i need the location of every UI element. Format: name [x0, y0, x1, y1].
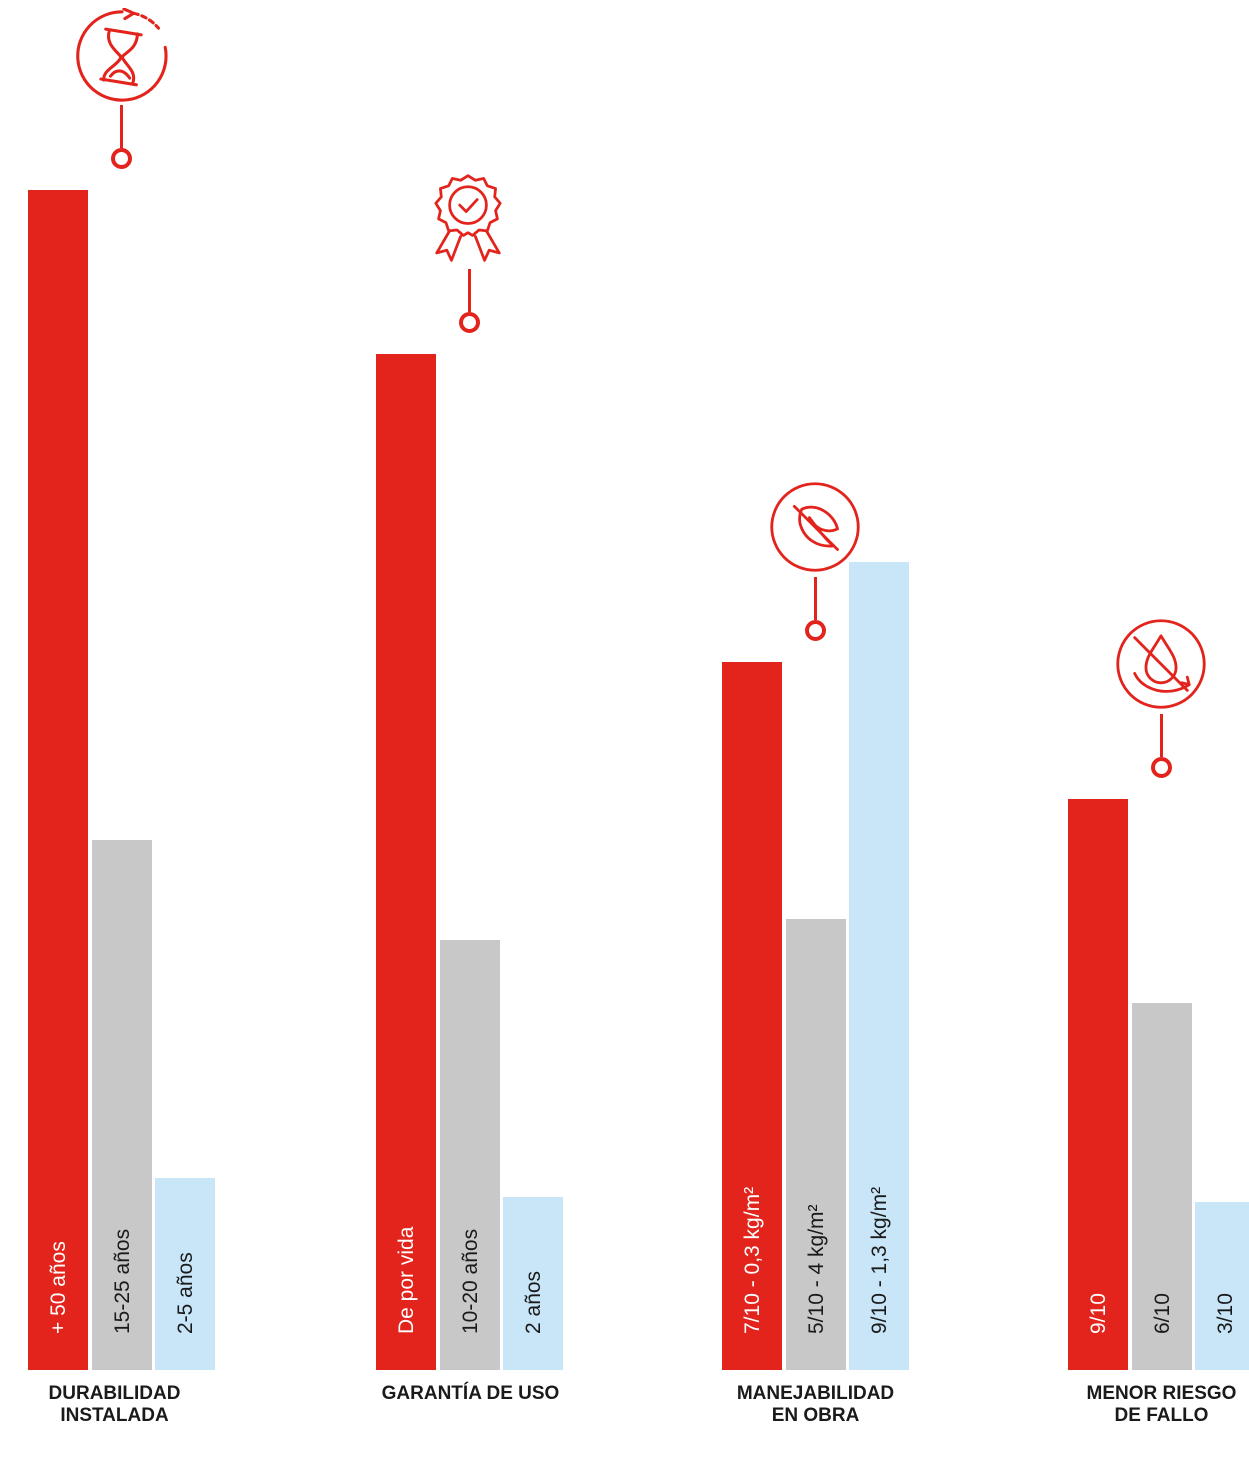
bar-label: 3/10: [1214, 1293, 1237, 1334]
group-title-line: MENOR RIESGO: [1086, 1383, 1237, 1404]
bar: [155, 1178, 215, 1370]
bar: [722, 662, 782, 1370]
group-title-line: GARANTÍA DE USO: [381, 1383, 560, 1404]
bar: [376, 354, 436, 1370]
bar-label: 6/10: [1150, 1293, 1174, 1334]
bar-label: + 50 años: [47, 1241, 70, 1334]
bar: [439, 940, 500, 1370]
connector-dot: [459, 311, 480, 333]
group-title-line: INSTALADA: [60, 1405, 169, 1426]
bar-label: 15-25 años: [110, 1228, 134, 1334]
bar-label: 2-5 años: [174, 1252, 197, 1334]
bar-label: 5/10 - 4 kg/m²: [804, 1204, 828, 1334]
feather-icon: [768, 480, 862, 579]
bar-label: 9/10 - 1,3 kg/m²: [868, 1186, 891, 1334]
bar: [91, 840, 152, 1370]
group-title: GARANTÍA DE USO: [351, 1383, 591, 1405]
group-title-line: EN OBRA: [771, 1405, 860, 1426]
bar: [785, 919, 846, 1370]
group-title: MANEJABILIDAD EN OBRA: [696, 1383, 936, 1427]
connector-dot: [805, 619, 826, 641]
connector-line: [814, 577, 817, 620]
connector-line: [120, 105, 123, 148]
no-leak-icon: [1114, 617, 1208, 716]
bar-label: 7/10 - 0,3 kg/m²: [741, 1186, 764, 1334]
bar: [28, 190, 88, 1370]
hourglass-icon: [74, 7, 170, 109]
group-title-line: DURABILIDAD: [48, 1383, 181, 1404]
bar-label: 2 años: [522, 1270, 545, 1334]
bar: [849, 562, 909, 1370]
connector-line: [1160, 714, 1163, 757]
connector-line: [468, 269, 471, 312]
connector-dot: [1151, 756, 1172, 778]
group-title-line: DE FALLO: [1114, 1405, 1209, 1426]
bar: [1131, 1003, 1192, 1370]
bar-label: 10-20 años: [458, 1228, 482, 1334]
group-title: DURABILIDAD INSTALADA: [0, 1383, 235, 1427]
award-icon: [422, 172, 514, 269]
bar: [503, 1197, 563, 1370]
bar-label: De por vida: [395, 1226, 418, 1334]
group-title: MENOR RIESGO DE FALLO: [1042, 1383, 1249, 1427]
bar: [1068, 799, 1128, 1370]
connector-dot: [111, 147, 132, 169]
group-title-line: MANEJABILIDAD: [736, 1383, 895, 1404]
bar: [1195, 1202, 1249, 1370]
bar-label: 9/10: [1087, 1293, 1110, 1334]
